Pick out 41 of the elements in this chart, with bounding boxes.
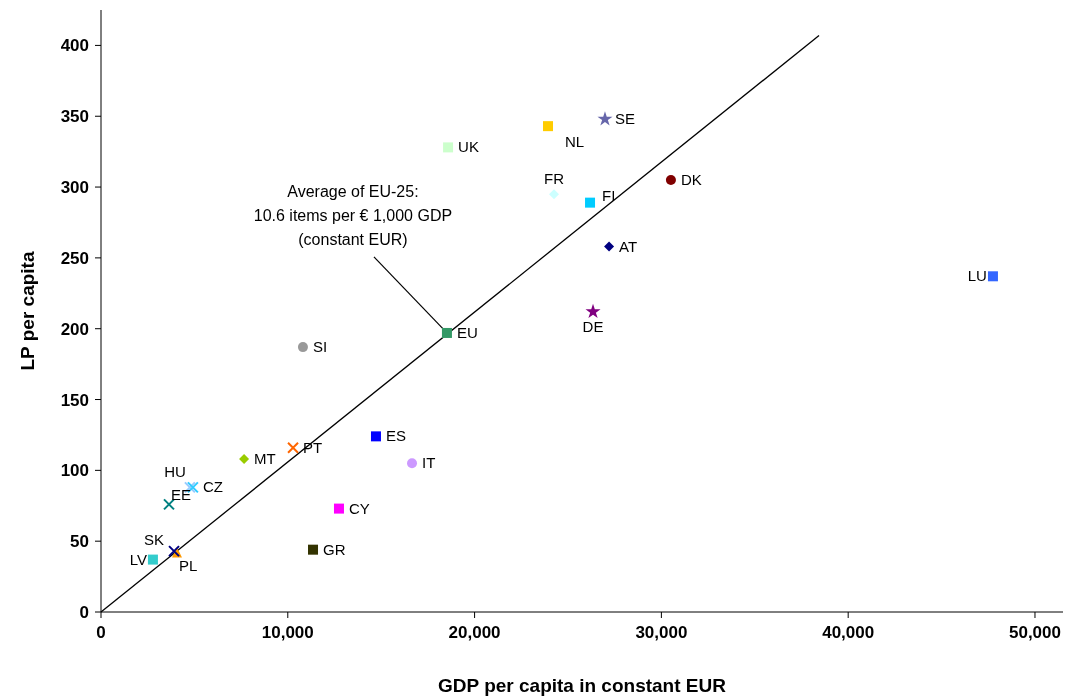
x-tick-label: 30,000 xyxy=(635,623,688,642)
series-label: AT xyxy=(619,237,638,255)
series-label: PL xyxy=(179,556,198,574)
y-tick-label: 100 xyxy=(60,461,89,481)
x-tick-label: 0 xyxy=(96,623,106,642)
y-tick-label: 350 xyxy=(60,107,89,127)
y-tick-label: 400 xyxy=(60,36,89,56)
series-label: EU xyxy=(456,323,478,341)
series-label: UK xyxy=(458,138,479,156)
x-tick-label: 50,000 xyxy=(1008,623,1061,642)
y-tick-label: 300 xyxy=(60,178,89,198)
series-label: HU xyxy=(164,463,186,481)
series-label: NL xyxy=(565,133,585,151)
series-label: GR xyxy=(323,540,346,558)
series-label: CZ xyxy=(202,478,223,496)
series-label: SK xyxy=(144,531,165,549)
y-tick-label: 150 xyxy=(60,390,89,410)
series-label: LV xyxy=(129,550,147,568)
y-tick-label: 200 xyxy=(60,319,89,339)
x-tick-label: 10,000 xyxy=(261,623,314,642)
series-label: FI xyxy=(602,186,616,204)
series-label: SI xyxy=(312,338,328,356)
y-axis-title: LP per capita xyxy=(17,251,38,371)
series-label: FR xyxy=(543,170,565,188)
series-label: DE xyxy=(582,317,604,335)
x-axis-title: GDP per capita in constant EUR xyxy=(438,675,727,696)
series-label: LU xyxy=(967,267,987,285)
y-tick-label: 0 xyxy=(79,603,89,622)
series-label: PT xyxy=(303,438,323,456)
series-label: IT xyxy=(422,454,436,472)
annotation: Average of EU-25: 10.6 items per € 1,000 GDP (constant EUR) xyxy=(253,182,453,248)
y-tick-label: 250 xyxy=(60,248,89,268)
series-label: MT xyxy=(254,450,276,468)
series-label: CY xyxy=(348,499,370,517)
series-label: DK xyxy=(680,170,702,188)
series-label: SE xyxy=(614,110,635,128)
y-tick-label: 50 xyxy=(70,532,89,552)
x-tick-label: 40,000 xyxy=(822,623,875,642)
series-label: ES xyxy=(385,427,406,445)
x-tick-label: 20,000 xyxy=(448,623,501,642)
series-label: EE xyxy=(170,486,192,504)
